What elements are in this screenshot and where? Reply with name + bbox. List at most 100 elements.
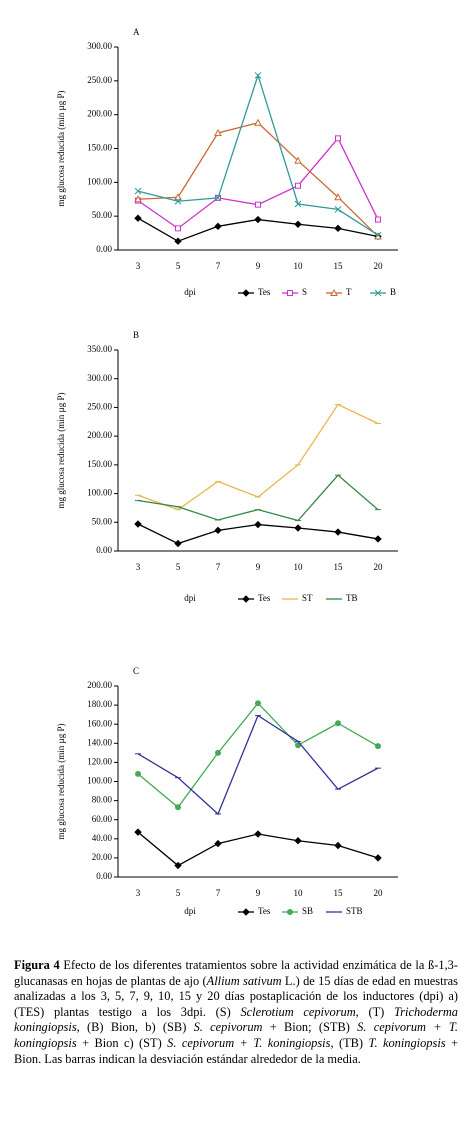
y-tick-label: 160.00: [87, 718, 112, 728]
y-tick-label: 140.00: [87, 737, 112, 747]
y-axis-label: mg glucosa reducida (min µg P): [56, 91, 66, 207]
marker: [134, 828, 142, 836]
marker: [134, 187, 142, 195]
legend-label: STB: [346, 906, 363, 916]
marker: [334, 528, 342, 536]
y-tick-label: 60.00: [92, 814, 113, 824]
caption-text: + Bion. Las barras indican la desviación…: [14, 1035, 458, 1066]
y-tick-label: 80.00: [92, 795, 113, 805]
y-tick-label: 250.00: [87, 75, 112, 85]
caption-text: + Bion c) (ST): [76, 1035, 168, 1050]
marker: [294, 524, 302, 532]
marker: [214, 222, 222, 231]
marker: [294, 837, 302, 845]
marker: [242, 289, 250, 297]
y-axis-label: mg glucosa reducida (min µg P): [56, 393, 66, 509]
marker: [174, 197, 182, 205]
marker: [335, 135, 341, 142]
y-tick-label: 100.00: [87, 488, 112, 498]
x-tick-label: 5: [176, 562, 181, 572]
y-tick-label: 300.00: [87, 41, 112, 51]
x-tick-label: 10: [294, 562, 304, 572]
marker: [242, 908, 250, 916]
caption-text: Sclerotium cepivorum: [240, 1004, 356, 1019]
y-tick-label: 100.00: [87, 176, 112, 186]
marker: [294, 156, 302, 164]
y-tick-label: 250.00: [87, 401, 112, 411]
y-tick-label: 200.00: [87, 680, 112, 690]
marker: [134, 195, 142, 203]
chart-title: C: [133, 666, 139, 676]
y-tick-label: 120.00: [87, 756, 112, 766]
marker: [242, 595, 250, 603]
caption-text: S. cepivorum: [193, 1020, 263, 1035]
caption-text: Figura 4: [14, 958, 60, 972]
marker: [335, 720, 341, 727]
x-tick-label: 20: [374, 888, 384, 898]
marker: [375, 743, 381, 750]
marker: [374, 289, 382, 297]
marker: [294, 220, 302, 228]
legend-label: Tes: [258, 287, 271, 297]
marker: [287, 909, 293, 915]
marker: [174, 539, 182, 548]
x-tick-label: 3: [136, 888, 141, 898]
marker: [295, 182, 301, 189]
y-tick-label: 200.00: [87, 109, 112, 119]
caption-text: + Bion; (STB): [262, 1020, 358, 1035]
marker: [330, 288, 338, 296]
marker: [254, 520, 262, 529]
marker: [175, 804, 181, 811]
caption-text: Allium sativum: [206, 973, 282, 988]
caption-text: , (T): [355, 1004, 394, 1019]
caption-text: , (B) Bion, b) (SB): [76, 1020, 194, 1035]
caption-text: S. cepivorum + T. koningiopsis: [14, 1020, 458, 1050]
x-tick-label: 3: [136, 562, 141, 572]
legend-label: B: [390, 287, 396, 297]
y-tick-label: 100.00: [87, 776, 112, 786]
legend-label: S: [302, 287, 307, 297]
caption-text: Efecto de los diferentes tratamientos so…: [14, 958, 458, 988]
marker: [375, 216, 381, 223]
x-axis-label: dpi: [184, 593, 196, 603]
x-tick-label: 9: [256, 888, 261, 898]
marker: [294, 200, 302, 208]
series-line: [137, 714, 379, 816]
legend-label: SB: [302, 906, 313, 916]
marker: [134, 214, 142, 222]
y-tick-label: 50.00: [92, 210, 113, 220]
x-tick-label: 10: [294, 261, 304, 271]
series-line: [137, 403, 379, 511]
caption-text: L.) de 15 días de edad en muestras anali…: [14, 973, 458, 1019]
caption-text: S. cepivorum + T. koningiopsis: [167, 1035, 331, 1050]
marker: [334, 841, 342, 850]
caption: Figura 4 Efecto de los diferentes tratam…: [14, 958, 458, 1067]
marker: [214, 526, 222, 535]
x-axis-label: dpi: [184, 906, 196, 916]
x-tick-label: 10: [294, 888, 304, 898]
marker: [254, 830, 262, 838]
chart-title: A: [133, 27, 140, 37]
x-tick-label: 7: [216, 888, 221, 898]
marker: [214, 194, 222, 202]
x-tick-label: 7: [216, 261, 221, 271]
x-tick-label: 9: [256, 562, 261, 572]
marker: [334, 206, 342, 213]
y-tick-label: 0.00: [96, 545, 112, 555]
legend-label: ST: [302, 593, 313, 603]
x-tick-label: 15: [334, 888, 344, 898]
marker: [215, 749, 221, 756]
y-tick-label: 300.00: [87, 373, 112, 383]
figure: A0.0050.00100.00150.00200.00250.00300.00…: [56, 27, 398, 916]
marker: [374, 231, 382, 239]
x-axis-label: dpi: [184, 287, 196, 297]
marker: [254, 72, 262, 79]
marker: [175, 225, 181, 232]
y-tick-label: 350.00: [87, 344, 112, 354]
x-tick-label: 3: [136, 261, 141, 271]
y-tick-label: 20.00: [92, 852, 113, 862]
marker: [214, 128, 222, 136]
x-tick-label: 5: [176, 261, 181, 271]
series-line: [137, 474, 379, 522]
series-line: [137, 702, 379, 809]
